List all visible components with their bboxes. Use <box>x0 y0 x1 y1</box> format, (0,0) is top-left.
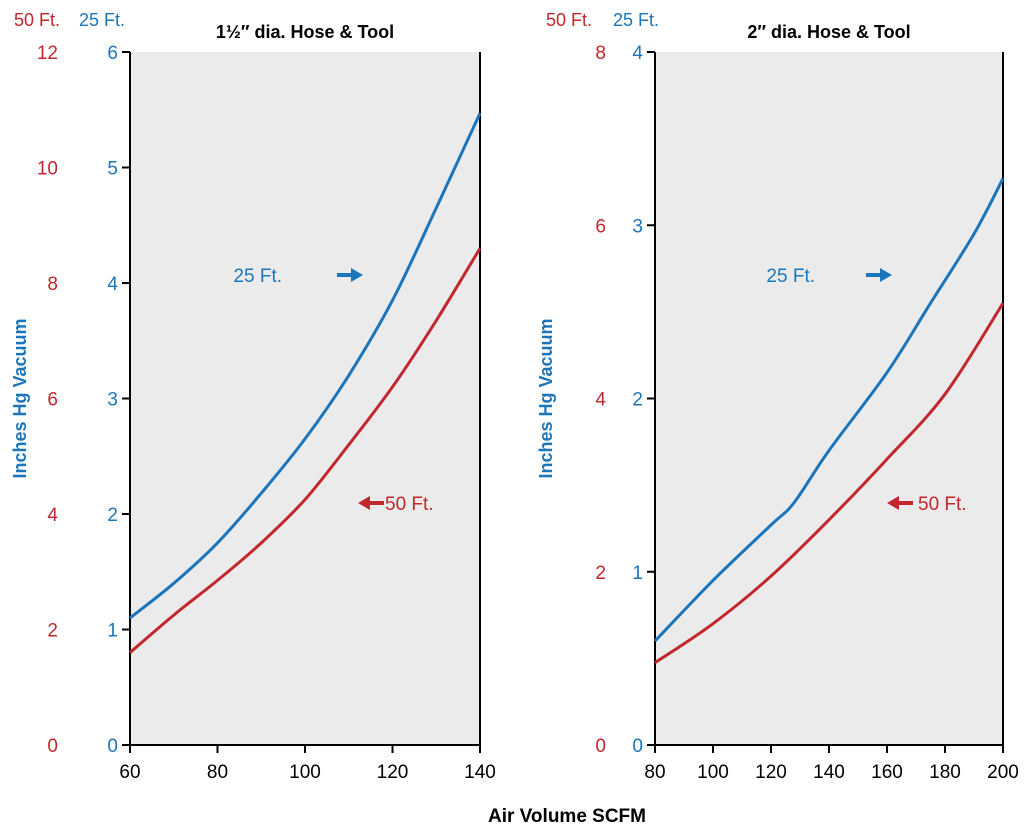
series-annotation-50ft: 50 Ft. <box>918 494 967 515</box>
right-arrow-head-icon <box>880 268 892 282</box>
y-tick-label-50ft: 0 <box>595 736 606 757</box>
right-arrow-head-icon <box>351 268 363 282</box>
y-axis-header-25ft: 25 Ft. <box>613 10 659 30</box>
y-tick-label-50ft: 10 <box>37 159 58 180</box>
y-tick-label-25ft: 0 <box>632 736 643 757</box>
left-arrow-head-icon <box>358 496 370 510</box>
chart-panel-right: 2″ dia. Hose & Tool 50 Ft. 25 Ft. Inches Hg… <box>536 10 1019 783</box>
y-tick-label-25ft: 5 <box>107 159 118 180</box>
x-tick-label: 140 <box>813 762 845 783</box>
y-tick-label-25ft: 3 <box>632 216 643 237</box>
plot-area <box>655 52 1003 745</box>
x-tick-label: 140 <box>464 762 496 783</box>
plot-area <box>130 52 480 745</box>
x-tick-label: 80 <box>644 762 665 783</box>
y-tick-label-25ft: 1 <box>632 563 643 584</box>
y-axis-label: Inches Hg Vacuum <box>536 318 556 478</box>
y-tick-label-25ft: 6 <box>107 43 118 64</box>
y-tick-label-25ft: 0 <box>107 736 118 757</box>
y-tick-label-50ft: 0 <box>47 736 58 757</box>
series-line-50ft <box>654 302 1005 664</box>
y-tick-label-25ft: 3 <box>107 390 118 411</box>
series-line-50ft <box>129 247 482 654</box>
left-arrow-head-icon <box>887 496 899 510</box>
y-axis-header-50ft: 50 Ft. <box>546 10 592 30</box>
x-tick-label: 80 <box>207 762 228 783</box>
x-tick-label: 120 <box>377 762 409 783</box>
x-tick-label: 120 <box>755 762 787 783</box>
y-tick-label-50ft: 4 <box>47 505 58 526</box>
series-annotation-50ft: 50 Ft. <box>385 494 434 515</box>
y-tick-label-50ft: 4 <box>595 390 606 411</box>
y-tick-label-50ft: 12 <box>37 43 58 64</box>
x-tick-label: 100 <box>289 762 321 783</box>
y-tick-label-25ft: 4 <box>107 274 118 295</box>
y-tick-label-50ft: 8 <box>595 43 606 64</box>
y-axis-label: Inches Hg Vacuum <box>10 318 30 478</box>
x-tick-label: 60 <box>119 762 140 783</box>
series-annotation-25ft: 25 Ft. <box>233 266 282 287</box>
chart-title: 1½″ dia. Hose & Tool <box>216 22 394 42</box>
y-tick-label-25ft: 1 <box>107 621 118 642</box>
chart-panel-left: 1½″ dia. Hose & Tool 50 Ft. 25 Ft. Inches H… <box>10 10 496 783</box>
chart-title: 2″ dia. Hose & Tool <box>747 22 910 42</box>
y-tick-label-50ft: 6 <box>595 216 606 237</box>
x-tick-label: 100 <box>697 762 729 783</box>
y-tick-label-25ft: 2 <box>107 505 118 526</box>
x-axis-label: Air Volume SCFM <box>488 806 646 827</box>
series-line-25ft <box>653 177 1005 643</box>
y-tick-label-25ft: 2 <box>632 390 643 411</box>
y-axis-header-50ft: 50 Ft. <box>14 10 60 30</box>
y-tick-label-50ft: 8 <box>47 274 58 295</box>
series-line-25ft <box>129 112 482 620</box>
x-tick-label: 200 <box>987 762 1019 783</box>
series-annotation-25ft: 25 Ft. <box>766 266 815 287</box>
y-tick-label-50ft: 2 <box>595 563 606 584</box>
x-tick-label: 160 <box>871 762 903 783</box>
y-tick-label-25ft: 4 <box>632 43 643 64</box>
y-tick-label-50ft: 2 <box>47 621 58 642</box>
y-tick-label-50ft: 6 <box>47 390 58 411</box>
y-axis-header-25ft: 25 Ft. <box>79 10 125 30</box>
x-tick-label: 180 <box>929 762 961 783</box>
